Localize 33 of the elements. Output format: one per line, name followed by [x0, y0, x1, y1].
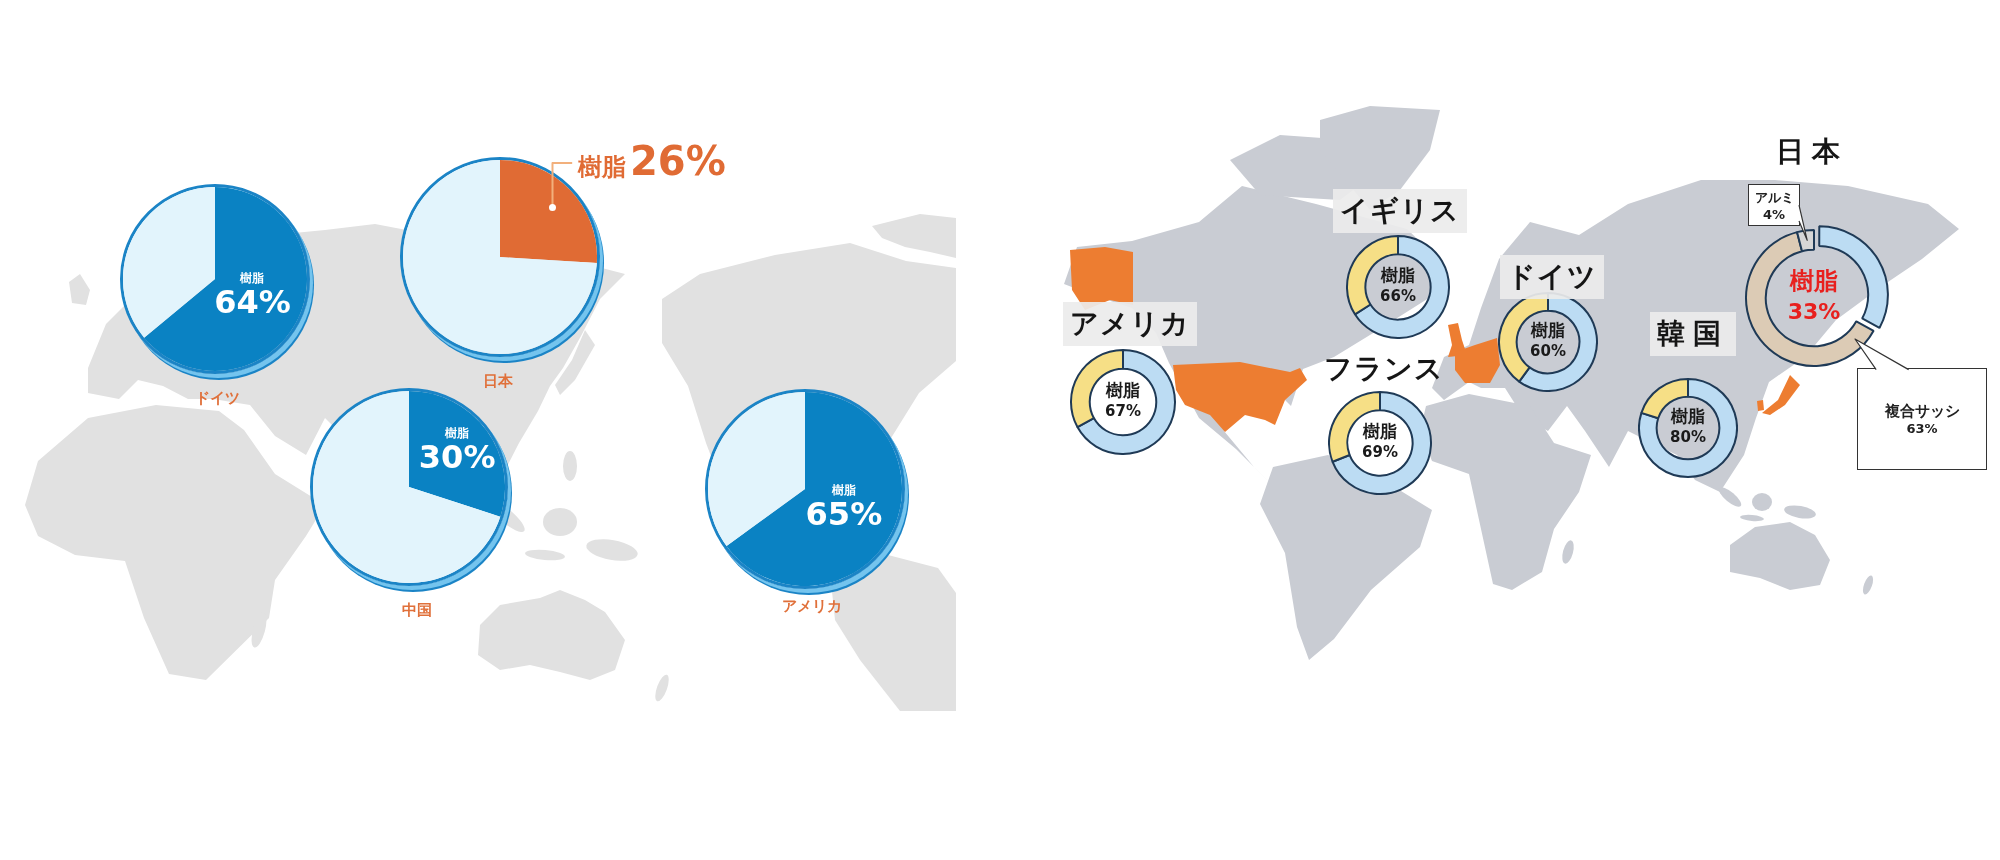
slice-label: 樹脂 [1789, 267, 1838, 296]
chart-title: 韓国 [1650, 312, 1736, 356]
data-label: 33% [1787, 298, 1841, 324]
chart-title: アメリカ [1063, 302, 1197, 346]
slice-label: 樹脂 [1380, 264, 1415, 285]
data-label: 30% [418, 438, 496, 477]
chart-title: 日本 [1775, 134, 1849, 170]
chart-title: イギリス [1333, 189, 1467, 233]
data-label: 67% [1105, 402, 1141, 421]
text: ドイツ [194, 388, 240, 408]
data-label: 60% [1530, 342, 1566, 361]
data-label: 80% [1670, 428, 1706, 447]
chart-title: フランス [1323, 351, 1445, 387]
slice-label: 樹脂 [239, 270, 265, 285]
slice-label: 複合サッシ [1884, 402, 1960, 421]
slice-label: 樹脂 [1105, 379, 1140, 400]
chart-title: ドイツ [1500, 255, 1604, 299]
slice-label: 樹脂 [1362, 420, 1397, 441]
text: アメリカ [782, 596, 842, 616]
data-label: 63% [1906, 421, 1938, 436]
text: 中国 [402, 600, 432, 620]
slice-label: 樹脂 [830, 482, 856, 497]
slice-label: アルミ [1754, 188, 1794, 207]
data-label: 66% [1380, 287, 1416, 306]
text: 日本 [483, 371, 513, 391]
slice-label: 樹脂 [578, 153, 626, 181]
slice-label: 樹脂 [444, 426, 470, 441]
data-label: 65% [805, 495, 883, 534]
slice-label: 樹脂 [1530, 319, 1565, 340]
slice-label: 樹脂 [1670, 405, 1705, 426]
data-label: 26% [630, 138, 726, 184]
data-label: 4% [1762, 206, 1786, 222]
data-label: 69% [1362, 443, 1398, 462]
